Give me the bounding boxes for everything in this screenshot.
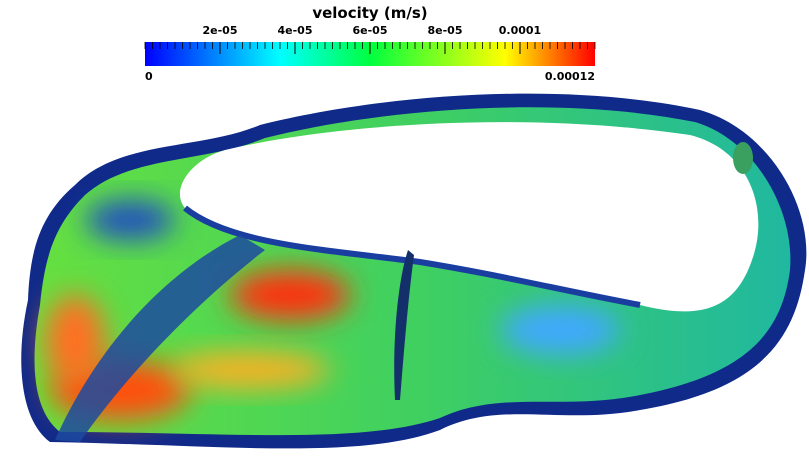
warm-spot xyxy=(170,352,330,388)
hot-spot xyxy=(230,270,350,320)
tick-label: 4e-05 xyxy=(278,24,313,37)
cut-plane xyxy=(733,142,753,174)
flow-domain xyxy=(21,94,806,449)
slow-spot xyxy=(500,305,620,355)
color-legend: velocity (m/s) 0 0.00012 2e-05 4e-05 6e-05… xyxy=(145,4,595,83)
colorbar-title: velocity (m/s) xyxy=(312,4,427,22)
page: velocity html, body { margin: 0; padding… xyxy=(0,0,809,470)
tick-label: 0.0001 xyxy=(499,24,541,37)
range-min-label: 0 xyxy=(145,70,153,83)
range-max-label: 0.00012 xyxy=(545,70,595,83)
page-body: {"colorbar": {"title": "velocity (m/s)",… xyxy=(0,0,809,470)
tick-label: 6e-05 xyxy=(353,24,388,37)
slow-spot xyxy=(85,200,175,240)
render-view: velocity (m/s) 0 0.00012 2e-05 4e-05 6e-05… xyxy=(0,0,809,470)
tick-label: 2e-05 xyxy=(203,24,238,37)
tick-label: 8e-05 xyxy=(428,24,463,37)
